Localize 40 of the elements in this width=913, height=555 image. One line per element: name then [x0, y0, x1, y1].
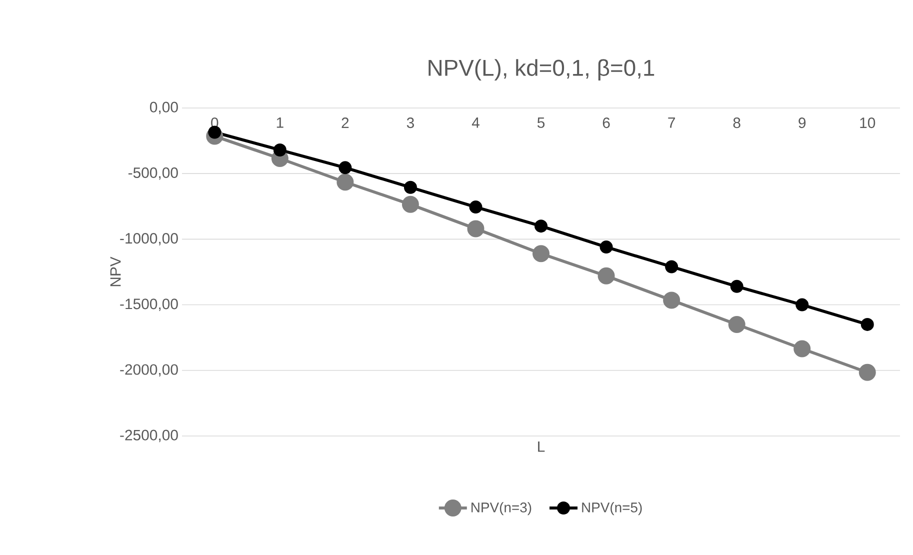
point: [663, 292, 680, 309]
x-tick-label: 7: [668, 118, 675, 128]
point: [336, 174, 354, 191]
point: [598, 267, 615, 284]
point: [532, 245, 550, 262]
x-tick-label: 5: [537, 118, 545, 128]
y-tick-label: 0,00: [150, 102, 178, 114]
y-axis-title: NPV: [110, 256, 121, 286]
point: [728, 316, 746, 333]
x-tick-label: 1: [276, 118, 284, 128]
y-tick-label: -2000,00: [120, 364, 178, 377]
legend-label: NPV(n=5): [582, 502, 642, 516]
x-tick-label: 2: [342, 118, 349, 128]
y-tick-label: -1500,00: [120, 298, 178, 311]
y-tick-label: -1000,00: [120, 233, 178, 246]
point: [469, 200, 482, 214]
x-tick-label: 3: [406, 118, 414, 128]
point: [338, 161, 352, 174]
point: [600, 240, 613, 254]
point: [404, 180, 417, 194]
x-axis-title: L: [538, 442, 545, 452]
point: [273, 143, 286, 156]
legend-label: NPV(n=3): [472, 502, 532, 516]
point: [402, 196, 419, 213]
point: [730, 280, 744, 293]
point: [467, 220, 484, 238]
x-tick-label: 8: [733, 118, 740, 128]
point: [665, 260, 678, 274]
x-tick-label: 10: [860, 118, 876, 128]
chart-title: NPV(L), kd=0,1, β=0,1: [428, 59, 654, 80]
x-tick-label: 4: [472, 118, 480, 128]
point: [534, 220, 548, 233]
x-tick-label: 9: [798, 118, 806, 128]
point: [860, 318, 874, 331]
x-tick-label: 6: [602, 118, 610, 128]
y-tick-label: -2500,00: [120, 430, 178, 442]
point: [794, 340, 811, 358]
y-tick-label: -500,00: [128, 167, 178, 180]
point: [796, 298, 809, 312]
point: [858, 364, 876, 381]
